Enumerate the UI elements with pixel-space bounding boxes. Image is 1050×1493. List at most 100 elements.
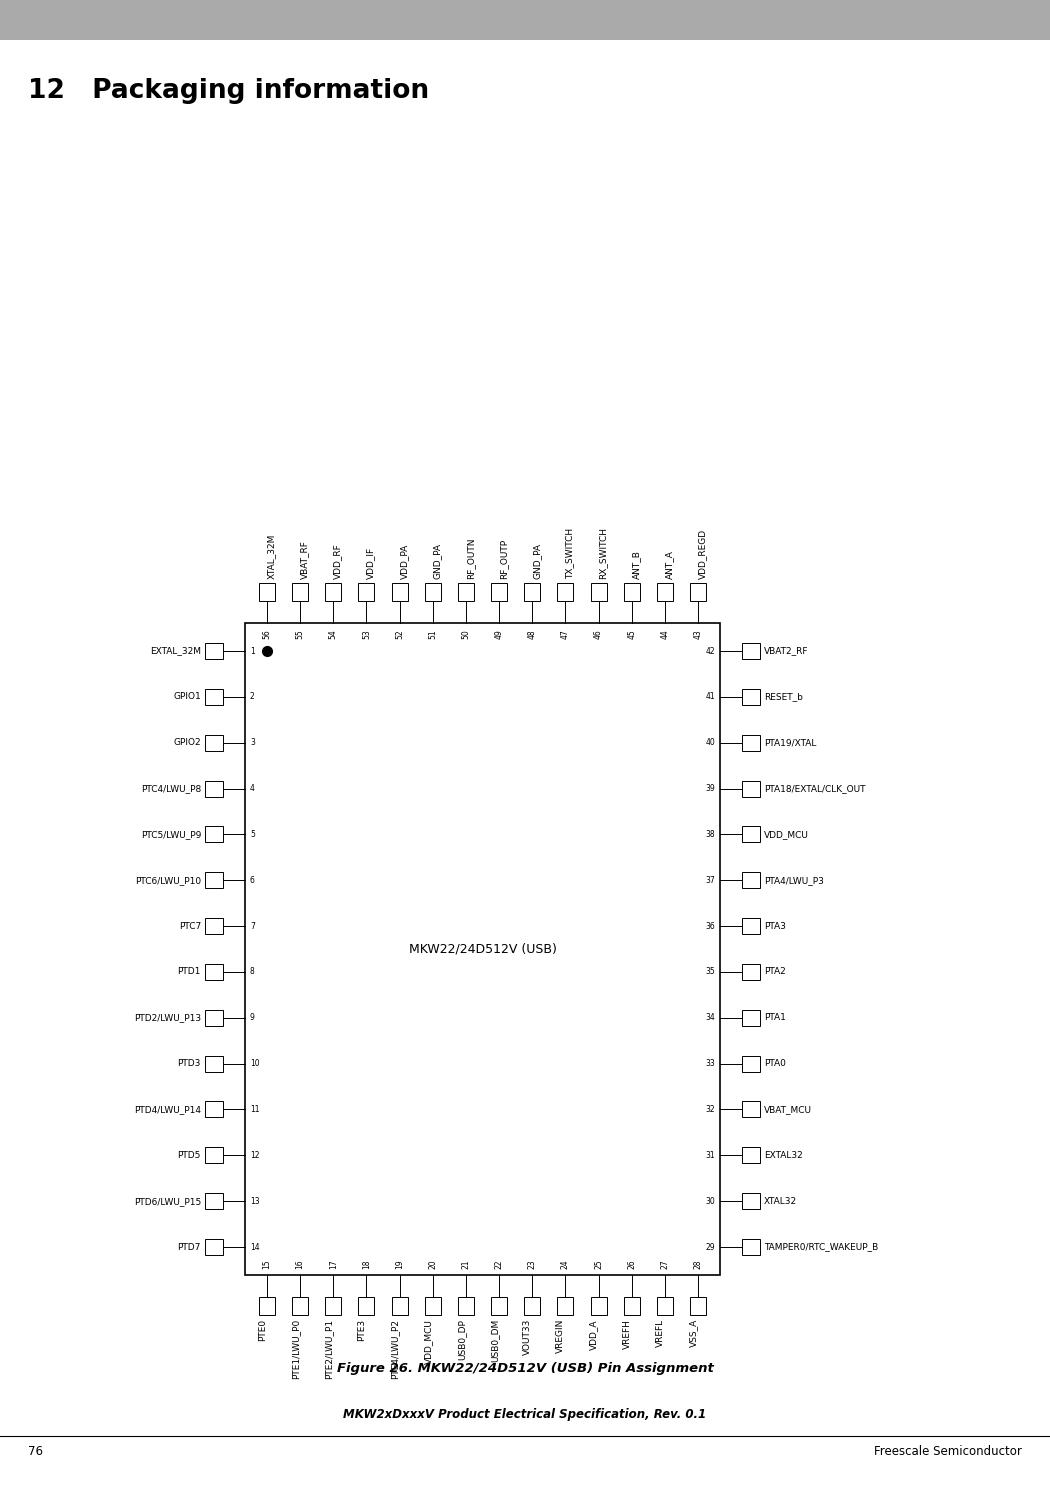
Text: 53: 53 (362, 629, 371, 639)
Text: 41: 41 (706, 693, 715, 702)
Bar (458, 582, 474, 602)
Text: 10: 10 (250, 1059, 259, 1067)
Text: 28: 28 (693, 1260, 702, 1269)
Bar (742, 735, 760, 751)
Text: PTA18/EXTAL/CLK_OUT: PTA18/EXTAL/CLK_OUT (764, 784, 865, 793)
Bar (205, 827, 223, 842)
Text: 26: 26 (627, 1260, 636, 1269)
Text: PTE3: PTE3 (357, 1318, 366, 1341)
Text: 35: 35 (706, 967, 715, 976)
Text: 37: 37 (706, 876, 715, 885)
Bar (358, 582, 375, 602)
Text: PTA0: PTA0 (764, 1059, 785, 1067)
Text: 20: 20 (428, 1260, 437, 1269)
Text: 9: 9 (250, 1014, 255, 1023)
Bar (657, 582, 673, 602)
Bar (742, 1102, 760, 1117)
Bar (742, 827, 760, 842)
Bar (657, 1297, 673, 1315)
Text: VBAT2_RF: VBAT2_RF (764, 646, 808, 655)
Text: 17: 17 (329, 1260, 338, 1269)
Bar (205, 872, 223, 888)
Bar (205, 1147, 223, 1163)
Text: 51: 51 (428, 629, 437, 639)
Text: 7: 7 (250, 921, 255, 930)
Bar (425, 582, 441, 602)
Bar (624, 1297, 639, 1315)
Text: 8: 8 (250, 967, 255, 976)
Bar (742, 918, 760, 935)
Text: VSS_A: VSS_A (689, 1318, 698, 1347)
Text: 3: 3 (250, 738, 255, 746)
Text: 29: 29 (706, 1242, 715, 1251)
Bar (326, 1297, 341, 1315)
Text: 23: 23 (528, 1260, 537, 1269)
Bar (558, 1297, 573, 1315)
Bar (458, 1297, 474, 1315)
Bar (425, 1297, 441, 1315)
Text: PTE1/LWU_P0: PTE1/LWU_P0 (291, 1318, 300, 1380)
Bar (742, 872, 760, 888)
Text: 76: 76 (28, 1445, 43, 1459)
Text: 22: 22 (495, 1260, 504, 1269)
Text: 13: 13 (250, 1197, 259, 1206)
Bar (205, 918, 223, 935)
Bar (524, 582, 541, 602)
Text: 40: 40 (706, 738, 715, 746)
Text: PTC6/LWU_P10: PTC6/LWU_P10 (134, 876, 201, 885)
Bar (742, 643, 760, 658)
Bar (205, 1193, 223, 1209)
Text: RF_OUTN: RF_OUTN (466, 537, 475, 579)
Text: 18: 18 (362, 1260, 371, 1269)
Bar (392, 582, 407, 602)
Text: 36: 36 (706, 921, 715, 930)
Text: VREFL: VREFL (656, 1318, 665, 1347)
Text: 33: 33 (706, 1059, 715, 1067)
Text: XTAL_32M: XTAL_32M (267, 533, 276, 579)
Bar (205, 688, 223, 705)
Bar (205, 1239, 223, 1256)
Bar (491, 582, 507, 602)
Bar (358, 1297, 375, 1315)
Text: 44: 44 (660, 629, 669, 639)
Bar (624, 582, 639, 602)
Bar (742, 1056, 760, 1072)
Bar (205, 643, 223, 658)
Text: PTC5/LWU_P9: PTC5/LWU_P9 (141, 830, 201, 839)
Text: PTD1: PTD1 (177, 967, 201, 976)
Text: VBAT_RF: VBAT_RF (300, 540, 309, 579)
Text: PTA3: PTA3 (764, 921, 785, 930)
Bar (205, 735, 223, 751)
Bar (245, 623, 720, 1275)
Text: VDD_RF: VDD_RF (333, 543, 342, 579)
Text: PTA2: PTA2 (764, 967, 785, 976)
Text: VBAT_MCU: VBAT_MCU (764, 1105, 812, 1114)
Bar (205, 1056, 223, 1072)
Text: 25: 25 (594, 1260, 603, 1269)
Text: ANT_A: ANT_A (665, 549, 674, 579)
Text: 45: 45 (627, 629, 636, 639)
Text: 54: 54 (329, 629, 338, 639)
Text: PTA1: PTA1 (764, 1014, 785, 1023)
Text: PTE2/LWU_P1: PTE2/LWU_P1 (324, 1318, 333, 1380)
Text: PTD4/LWU_P14: PTD4/LWU_P14 (134, 1105, 201, 1114)
Text: 30: 30 (706, 1197, 715, 1206)
Text: 16: 16 (296, 1260, 304, 1269)
Text: VREFH: VREFH (623, 1318, 632, 1348)
Bar (590, 1297, 607, 1315)
Text: PTA19/XTAL: PTA19/XTAL (764, 738, 817, 746)
Text: VOUT33: VOUT33 (523, 1318, 532, 1356)
Text: 12: 12 (250, 1151, 259, 1160)
Text: 49: 49 (495, 629, 504, 639)
Bar (259, 582, 275, 602)
Text: 56: 56 (262, 629, 272, 639)
Text: PTE0: PTE0 (258, 1318, 267, 1341)
Bar (292, 1297, 308, 1315)
Text: VDD_IF: VDD_IF (366, 546, 376, 579)
Text: 14: 14 (250, 1242, 259, 1251)
Bar (742, 1193, 760, 1209)
Bar (524, 1297, 541, 1315)
Text: VDD_A: VDD_A (589, 1318, 598, 1350)
Bar (590, 582, 607, 602)
Text: PTD3: PTD3 (177, 1059, 201, 1067)
